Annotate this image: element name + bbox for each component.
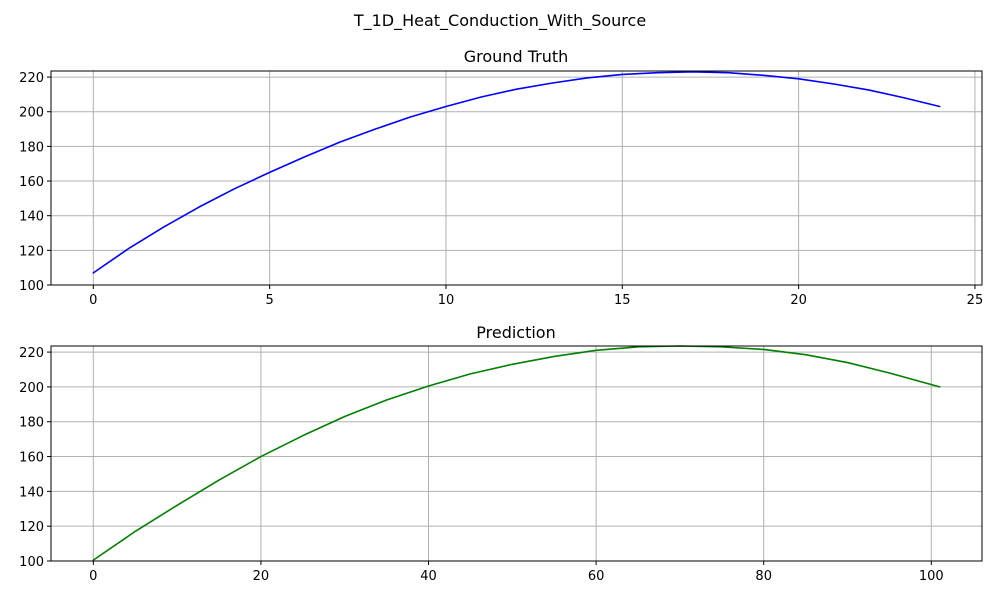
- y-tick-label-prediction: 200: [19, 381, 44, 396]
- plot-frame-ground-truth: [50, 70, 983, 286]
- series-line-prediction: [92, 345, 941, 561]
- x-tick-label-ground-truth: 20: [790, 293, 807, 308]
- y-tick-label-ground-truth: 100: [19, 279, 44, 294]
- plot-title-ground-truth: Ground Truth: [464, 47, 569, 66]
- y-tick-label-ground-truth: 200: [19, 106, 44, 121]
- plot-prediction: Prediction 0 20 40 60 80 100 100 120 140 160 180 20…: [19, 323, 983, 584]
- x-tick-label-ground-truth: 5: [266, 293, 274, 308]
- y-tick-label-ground-truth: 180: [19, 140, 44, 155]
- x-tick-label-prediction: 40: [420, 569, 437, 584]
- y-tick-label-ground-truth: 140: [19, 210, 44, 225]
- y-tick-label-prediction: 160: [19, 451, 44, 466]
- plot-ground-truth: Ground Truth 0 5 10 15 20 25 100 120 140 160 180 20…: [19, 47, 983, 308]
- y-tick-label-ground-truth: 120: [19, 244, 44, 259]
- x-tick-label-prediction: 20: [253, 569, 270, 584]
- x-tick-label-prediction: 60: [588, 569, 605, 584]
- figure-suptitle: T_1D_Heat_Conduction_With_Source: [353, 11, 646, 31]
- x-tick-label-prediction: 100: [919, 569, 944, 584]
- x-tick-label-prediction: 80: [755, 569, 772, 584]
- series-line-ground-truth: [92, 71, 941, 274]
- y-tick-label-prediction: 180: [19, 416, 44, 431]
- y-tick-label-prediction: 120: [19, 520, 44, 535]
- y-tick-label-prediction: 220: [19, 346, 44, 361]
- y-tick-label-prediction: 100: [19, 555, 44, 570]
- x-tick-label-ground-truth: 10: [438, 293, 455, 308]
- y-tick-label-prediction: 140: [19, 485, 44, 500]
- plot-title-prediction: Prediction: [476, 323, 555, 342]
- y-tick-label-ground-truth: 220: [19, 71, 44, 86]
- x-tick-label-ground-truth: 25: [967, 293, 984, 308]
- plot-frame-prediction: [50, 345, 983, 562]
- x-tick-label-ground-truth: 15: [614, 293, 631, 308]
- y-tick-label-ground-truth: 160: [19, 175, 44, 190]
- x-tick-label-prediction: 0: [89, 569, 97, 584]
- x-tick-label-ground-truth: 0: [89, 293, 97, 308]
